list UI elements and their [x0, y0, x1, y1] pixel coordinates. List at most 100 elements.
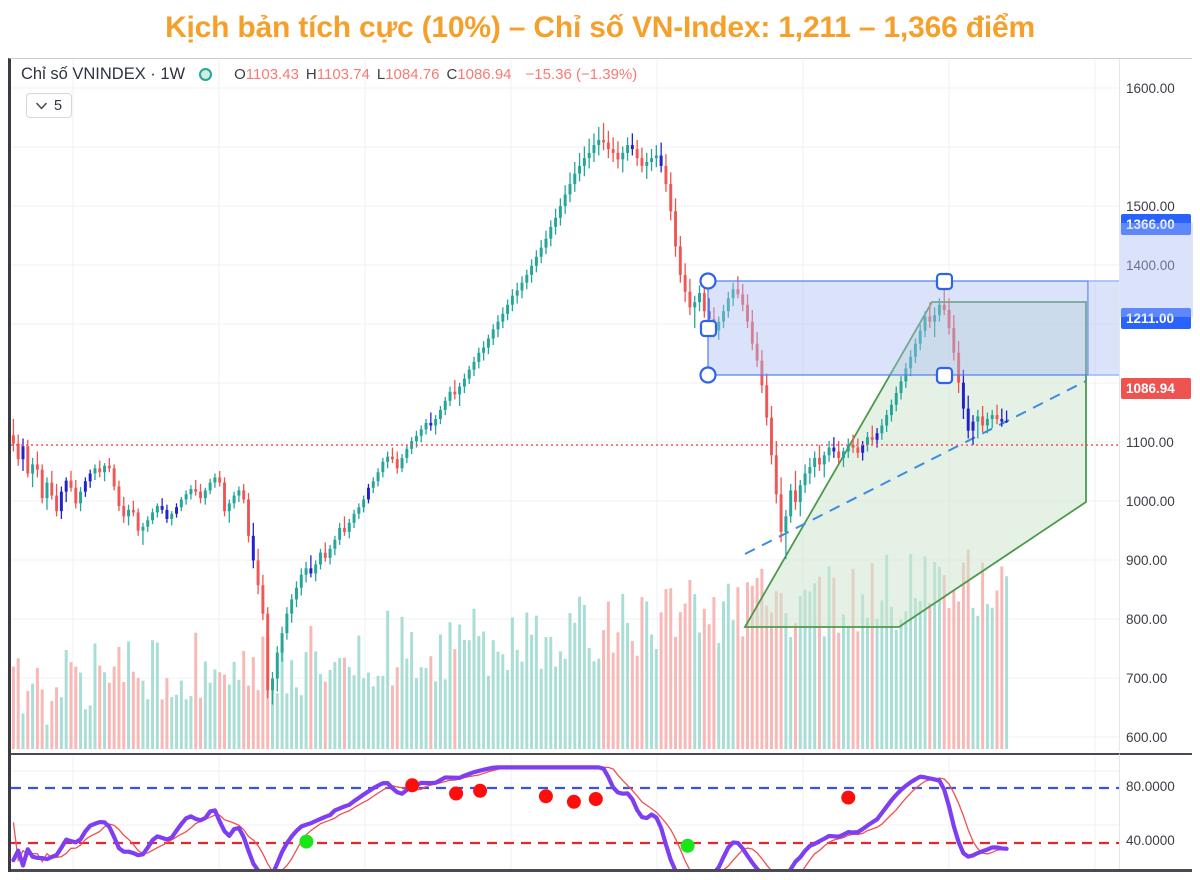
volume-bar [597, 658, 601, 749]
volume-bar [390, 685, 394, 749]
level-badge-low[interactable]: 1211.00 [1121, 308, 1191, 329]
candle-body [947, 309, 951, 329]
volume-bar [827, 566, 831, 749]
ascending-channel-overlay[interactable] [743, 301, 1087, 628]
candle-body [155, 505, 159, 513]
ohlc-open-value: 1103.43 [245, 66, 299, 83]
candle-body [26, 446, 30, 474]
volume-bar [501, 654, 505, 749]
volume-bar [654, 649, 658, 749]
last-price-badge[interactable]: 1086.94 [1121, 378, 1191, 399]
candle-body [83, 481, 87, 492]
price-chart-svg[interactable] [11, 59, 1119, 751]
price-axis-tick: 800.00 [1126, 612, 1168, 627]
legend-symbol[interactable]: Chỉ số VNINDEX · 1W [21, 65, 186, 83]
candle-body [669, 184, 673, 212]
candle-body [933, 315, 937, 322]
candle-body [832, 447, 836, 452]
volume-bar [458, 624, 462, 749]
candle-body [534, 256, 538, 266]
candle-body [290, 599, 294, 614]
volume-bar [726, 583, 730, 749]
rsi-axis-tick: 40.0000 [1126, 833, 1175, 848]
price-axis-tick: 1500.00 [1126, 199, 1175, 214]
candle-body [602, 139, 606, 143]
candle-body [554, 217, 558, 227]
volume-bar [40, 689, 44, 749]
price-pane[interactable] [11, 59, 1119, 751]
volume-bar [184, 699, 188, 749]
volume-bar [976, 615, 980, 749]
candle-body [913, 343, 917, 357]
candle-body [889, 404, 893, 416]
volume-bar [875, 619, 879, 749]
volume-bar [870, 563, 874, 749]
candle-body [501, 313, 505, 322]
price-axis-tick: 600.00 [1126, 730, 1168, 745]
candle-body [798, 485, 802, 503]
rsi-axis[interactable]: 80.0000 40.0000 [1119, 753, 1192, 871]
volume-bar [947, 607, 951, 749]
candle-body [189, 489, 193, 495]
candle-body [50, 482, 54, 496]
candle-body [371, 481, 375, 488]
candlestick-series[interactable] [11, 123, 1009, 705]
volume-bar [203, 661, 207, 749]
rsi-chart-svg[interactable] [11, 755, 1119, 871]
rsi-gridlines [11, 755, 1119, 871]
volume-bar [933, 562, 937, 749]
candle-body [242, 490, 246, 500]
volume-bar [717, 643, 721, 749]
volume-bar [112, 666, 116, 749]
price-axis-tick: 1100.00 [1126, 435, 1174, 450]
volume-bar [525, 612, 529, 749]
volume-bar [592, 661, 596, 749]
candle-body [127, 509, 131, 517]
candle-body [395, 459, 399, 469]
pane-bottom-rule [11, 869, 1192, 872]
candle-body [616, 152, 620, 160]
volume-bar [611, 652, 615, 749]
candle-body [942, 304, 946, 310]
indicator-list-toggle[interactable]: 5 [26, 93, 73, 118]
candle-body [530, 265, 534, 275]
candle-body [443, 400, 447, 410]
volume-bar [462, 639, 466, 749]
volume-bar [779, 593, 783, 749]
volume-bar [165, 678, 169, 749]
volume-bar [563, 658, 567, 749]
volume-bar [990, 607, 994, 749]
volume-bar [472, 608, 476, 749]
candle-body [650, 158, 654, 162]
volume-bar [434, 681, 438, 749]
volume-bar [1000, 566, 1004, 749]
volume-bar [477, 636, 481, 749]
volume-bar [693, 594, 697, 749]
level-badge-high[interactable]: 1366.00 [1121, 214, 1191, 235]
candle-body [208, 482, 212, 491]
volume-bar [544, 637, 548, 749]
volume-bar [880, 600, 884, 749]
candle-body [990, 415, 994, 419]
candle-body [160, 505, 164, 510]
candle-body [175, 507, 179, 514]
projection-zone-rectangle[interactable] [699, 272, 1120, 385]
candle-body [760, 360, 764, 386]
volume-bar [79, 672, 83, 749]
volume-bar [688, 579, 692, 749]
candle-body [664, 165, 668, 185]
candle-body [199, 491, 203, 499]
candle-body [525, 274, 529, 283]
candle-body [717, 321, 721, 331]
price-axis[interactable]: 1600.00 1500.00 1400.00 1300.00 1200.00 … [1119, 59, 1193, 751]
volume-bar [429, 656, 433, 749]
candle-body [693, 302, 697, 308]
candle-body [582, 158, 586, 166]
rsi-pane[interactable] [11, 753, 1119, 871]
rsi-buy-marker [680, 838, 695, 853]
volume-bar [64, 650, 68, 749]
green-dot-icon [199, 68, 213, 81]
volume-bar [386, 610, 390, 749]
candle-body [467, 369, 471, 379]
volume-bar [568, 613, 572, 749]
